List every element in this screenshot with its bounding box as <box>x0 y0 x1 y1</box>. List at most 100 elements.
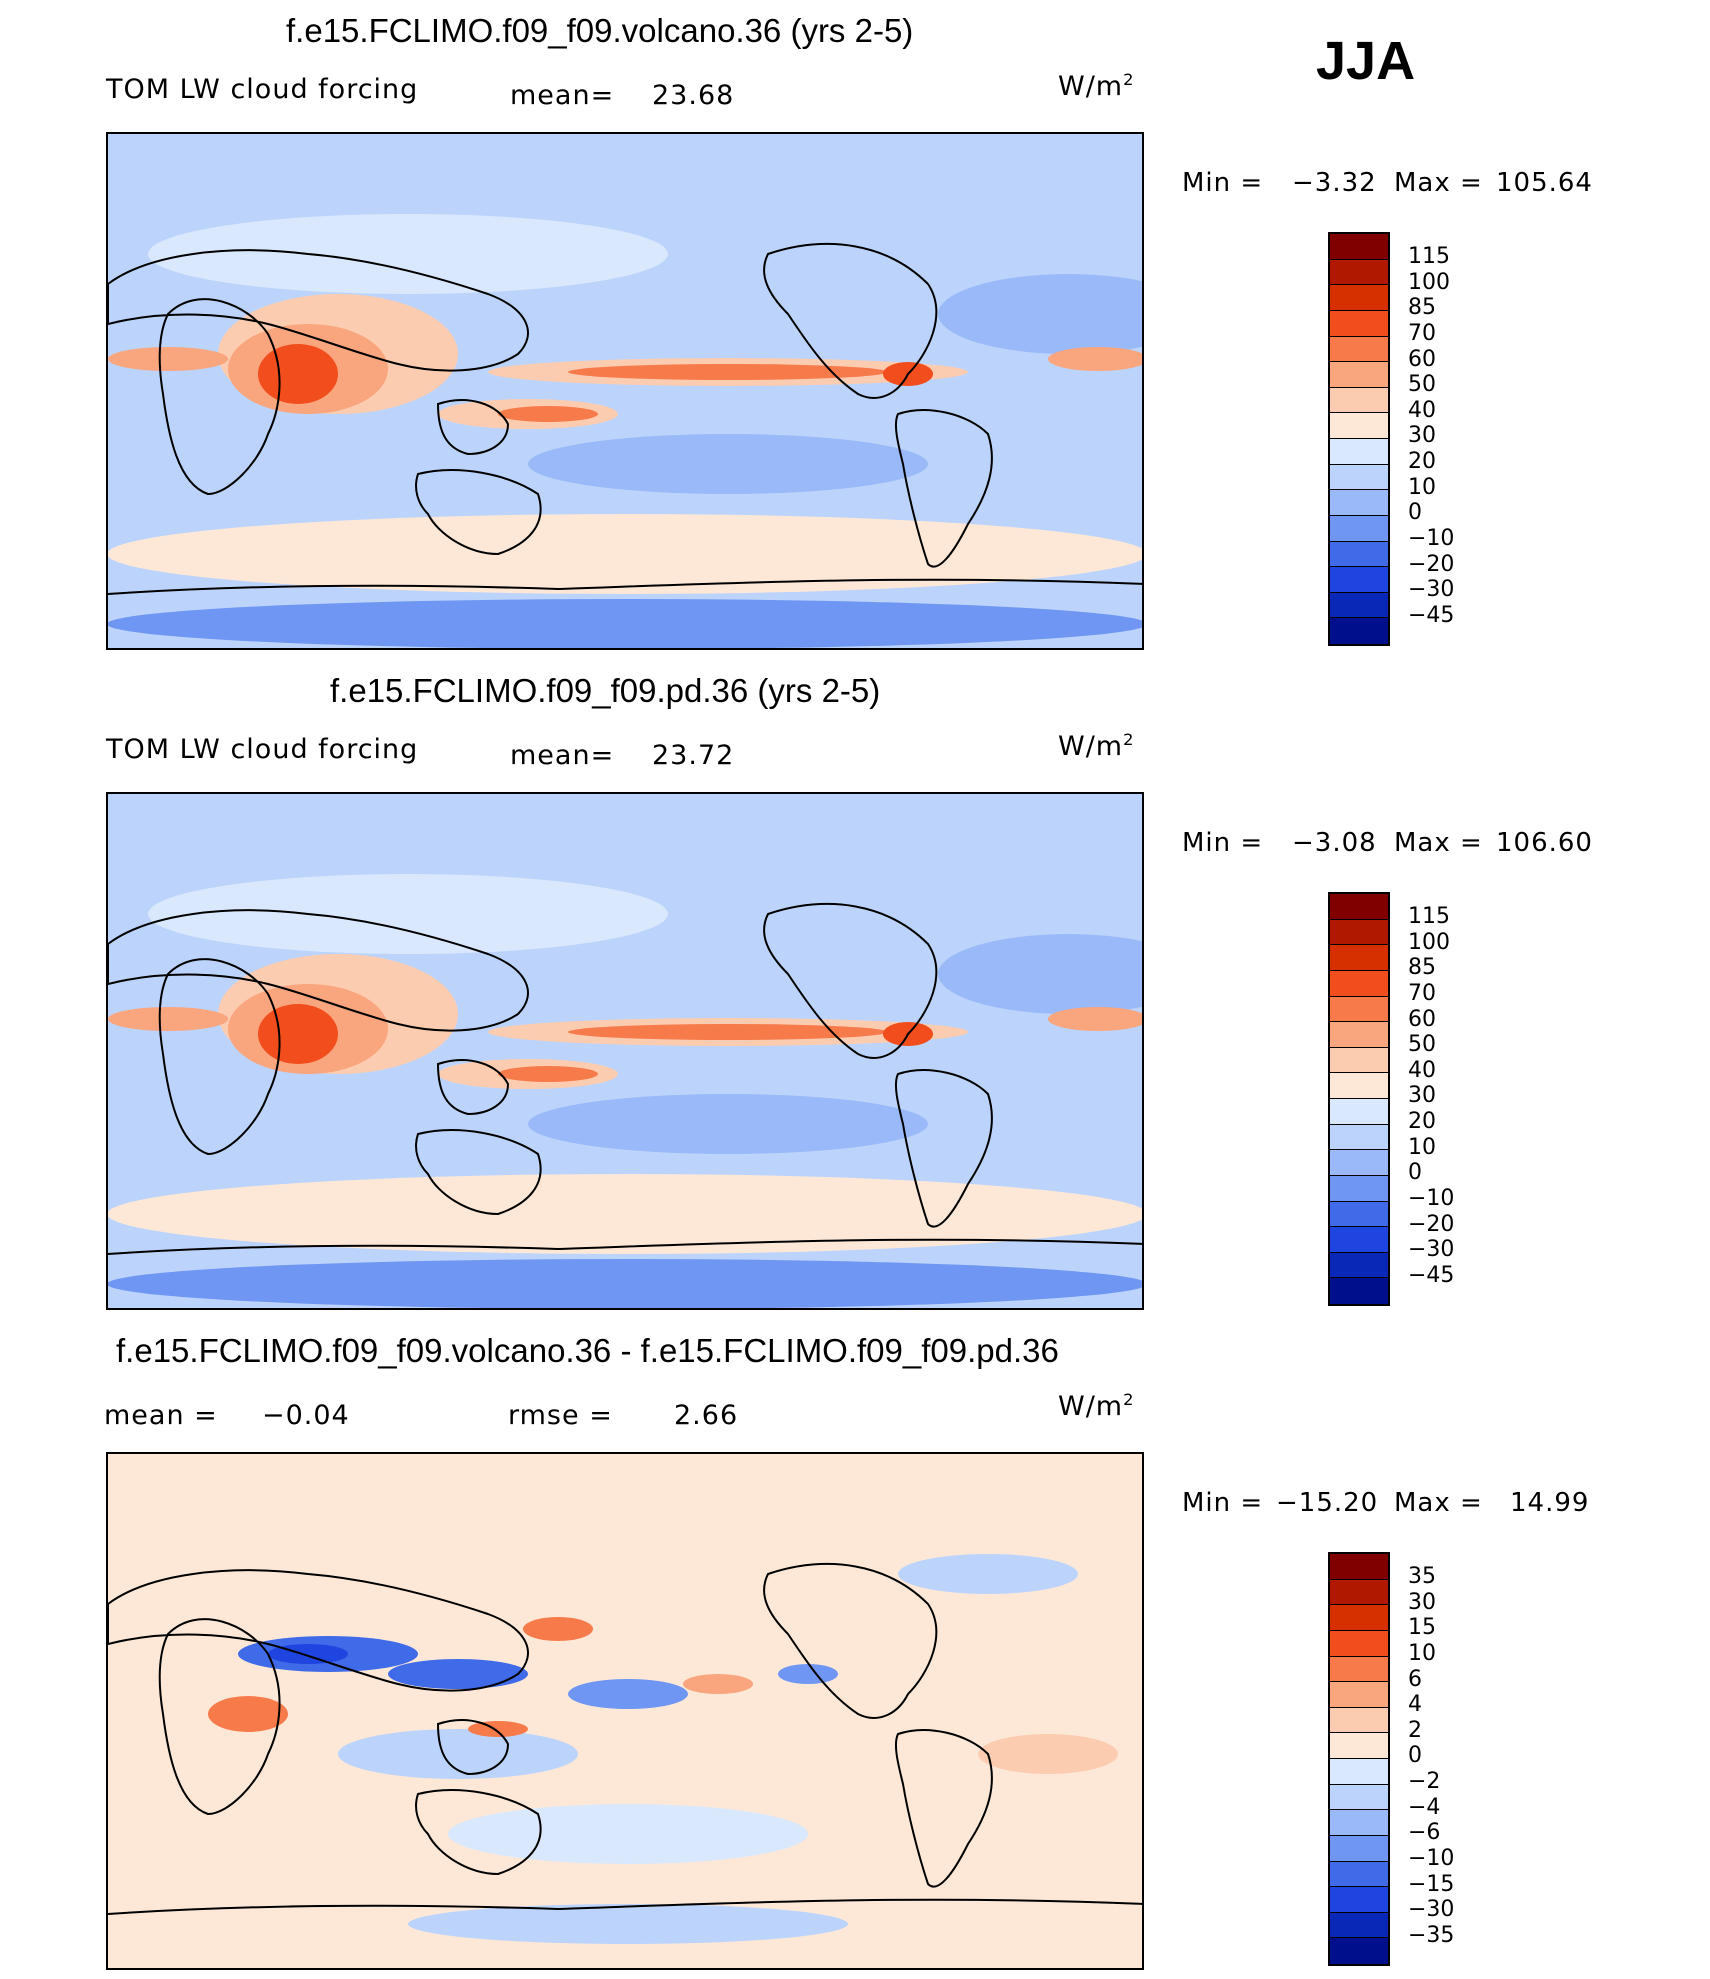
contour-region <box>1048 1007 1142 1031</box>
colorbar-swatch <box>1330 515 1388 542</box>
colorbar-tick-label: 50 <box>1408 1032 1436 1058</box>
contour-region <box>498 1066 598 1082</box>
colorbar-swatch <box>1330 1887 1388 1913</box>
colorbar-swatch <box>1330 1201 1388 1228</box>
contour-region <box>338 1729 578 1779</box>
colorbar-swatch <box>1330 413 1388 439</box>
colorbar-swatch <box>1330 1073 1388 1099</box>
colorbar-tick-label: −10 <box>1408 1846 1455 1872</box>
coastline <box>108 909 529 1032</box>
panel2-max-label: Max = <box>1394 828 1483 858</box>
contour-region <box>778 1664 838 1684</box>
season-label: JJA <box>1316 31 1416 91</box>
contour-region <box>108 1174 1142 1254</box>
contour-region <box>108 347 228 371</box>
panel3-mean-label: mean = <box>104 1400 218 1431</box>
contour-region <box>938 934 1142 1014</box>
colorbar-swatch <box>1330 490 1388 516</box>
colorbar-tick-label: −30 <box>1408 1237 1455 1263</box>
contour-region <box>108 1007 228 1031</box>
colorbar-swatch <box>1330 970 1388 997</box>
contour-region <box>528 1094 928 1154</box>
panel1-max-label: Max = <box>1394 168 1483 198</box>
colorbar-swatch <box>1330 1656 1388 1683</box>
colorbar-swatch <box>1330 1861 1388 1888</box>
contour-region <box>898 1554 1078 1594</box>
contour-region <box>683 1674 753 1694</box>
colorbar-swatch <box>1330 1124 1388 1151</box>
colorbar-tick-label: 40 <box>1408 397 1436 423</box>
colorbar-tick-label: 0 <box>1408 500 1422 526</box>
colorbar-swatch <box>1330 362 1388 388</box>
panel3-mean-value: −0.04 <box>262 1400 350 1431</box>
colorbar-tick-label: 0 <box>1408 1743 1422 1769</box>
colorbar-tick-label: 70 <box>1408 980 1436 1006</box>
colorbar-swatch <box>1330 1047 1388 1074</box>
panel3-min-label: Min = <box>1182 1488 1264 1518</box>
colorbar-tick-label: 50 <box>1408 372 1436 398</box>
colorbar-tick-label: 35 <box>1408 1564 1436 1589</box>
colorbar-swatch <box>1330 1810 1388 1836</box>
colorbar-tick-label: 4 <box>1408 1692 1422 1718</box>
coastline <box>108 578 1142 595</box>
colorbar-tick-label: −30 <box>1408 1897 1455 1923</box>
coastline <box>894 1729 993 1888</box>
contour-region <box>978 1734 1118 1774</box>
colorbar-tick-label: −45 <box>1408 1262 1455 1288</box>
panel2-min-value: −3.08 <box>1292 828 1377 858</box>
colorbar-swatch <box>1330 1682 1388 1708</box>
colorbar-tick-label: −10 <box>1408 526 1455 552</box>
colorbar-tick-label: −15 <box>1408 1871 1455 1897</box>
colorbar-swatch <box>1330 1022 1388 1048</box>
colorbar-swatch <box>1330 310 1388 337</box>
colorbar-swatch <box>1330 1835 1388 1862</box>
contour-region <box>498 406 598 422</box>
panel2-min-label: Min = <box>1182 828 1264 858</box>
colorbar-tick-label: −2 <box>1408 1769 1441 1795</box>
colorbar-swatch <box>1330 1579 1388 1606</box>
colorbar-tick-label: 115 <box>1408 244 1450 269</box>
contour-region <box>528 434 928 494</box>
colorbar-tick-label: 10 <box>1408 1134 1436 1160</box>
colorbar-tick-label: 15 <box>1408 1615 1436 1641</box>
coastline <box>108 1238 1142 1255</box>
panel3-max-label: Max = <box>1394 1488 1483 1518</box>
colorbar-swatch <box>1330 1630 1388 1657</box>
colorbar-swatch <box>1330 439 1388 465</box>
colorbar-tick-label: −30 <box>1408 577 1455 603</box>
coastline <box>894 1069 993 1228</box>
colorbar-tick-label: −6 <box>1408 1820 1441 1846</box>
colorbar-tick-label: 85 <box>1408 955 1436 981</box>
panel2-variable-label: TOM LW cloud forcing <box>106 734 419 765</box>
panel3-min-value: −15.20 <box>1276 1488 1379 1518</box>
panel3-max-value: 14.99 <box>1510 1488 1590 1518</box>
colorbar-tick-label: 30 <box>1408 423 1436 449</box>
coastline <box>415 469 542 556</box>
colorbar-swatch <box>1330 464 1388 491</box>
panel1-min-value: −3.32 <box>1292 168 1377 198</box>
colorbar-tick-label: 60 <box>1408 346 1436 372</box>
contour-region <box>568 364 888 380</box>
coastline <box>894 409 993 568</box>
colorbar-swatch <box>1330 1150 1388 1176</box>
colorbar-tick-label: −10 <box>1408 1186 1455 1212</box>
panel1-map <box>106 132 1144 650</box>
contour-region <box>568 1679 688 1709</box>
colorbar-tick-label: 70 <box>1408 320 1436 346</box>
coastline <box>436 1719 510 1776</box>
colorbar-swatch <box>1330 919 1388 946</box>
colorbar-swatch <box>1330 1227 1388 1253</box>
panel2-units: W/m2 <box>1058 730 1135 762</box>
colorbar-swatch <box>1330 336 1388 363</box>
colorbar-swatch <box>1330 1278 1388 1304</box>
colorbar-swatch <box>1330 285 1388 311</box>
coastline <box>158 958 281 1156</box>
contour-region <box>938 274 1142 354</box>
contour-region <box>108 1259 1142 1308</box>
contour-region <box>388 1659 528 1689</box>
colorbar-tick-label: −4 <box>1408 1794 1441 1820</box>
colorbar-tick-label: 20 <box>1408 1109 1436 1135</box>
contour-region <box>468 1721 528 1737</box>
coastline <box>415 1129 542 1216</box>
colorbar-swatch <box>1330 1784 1388 1811</box>
